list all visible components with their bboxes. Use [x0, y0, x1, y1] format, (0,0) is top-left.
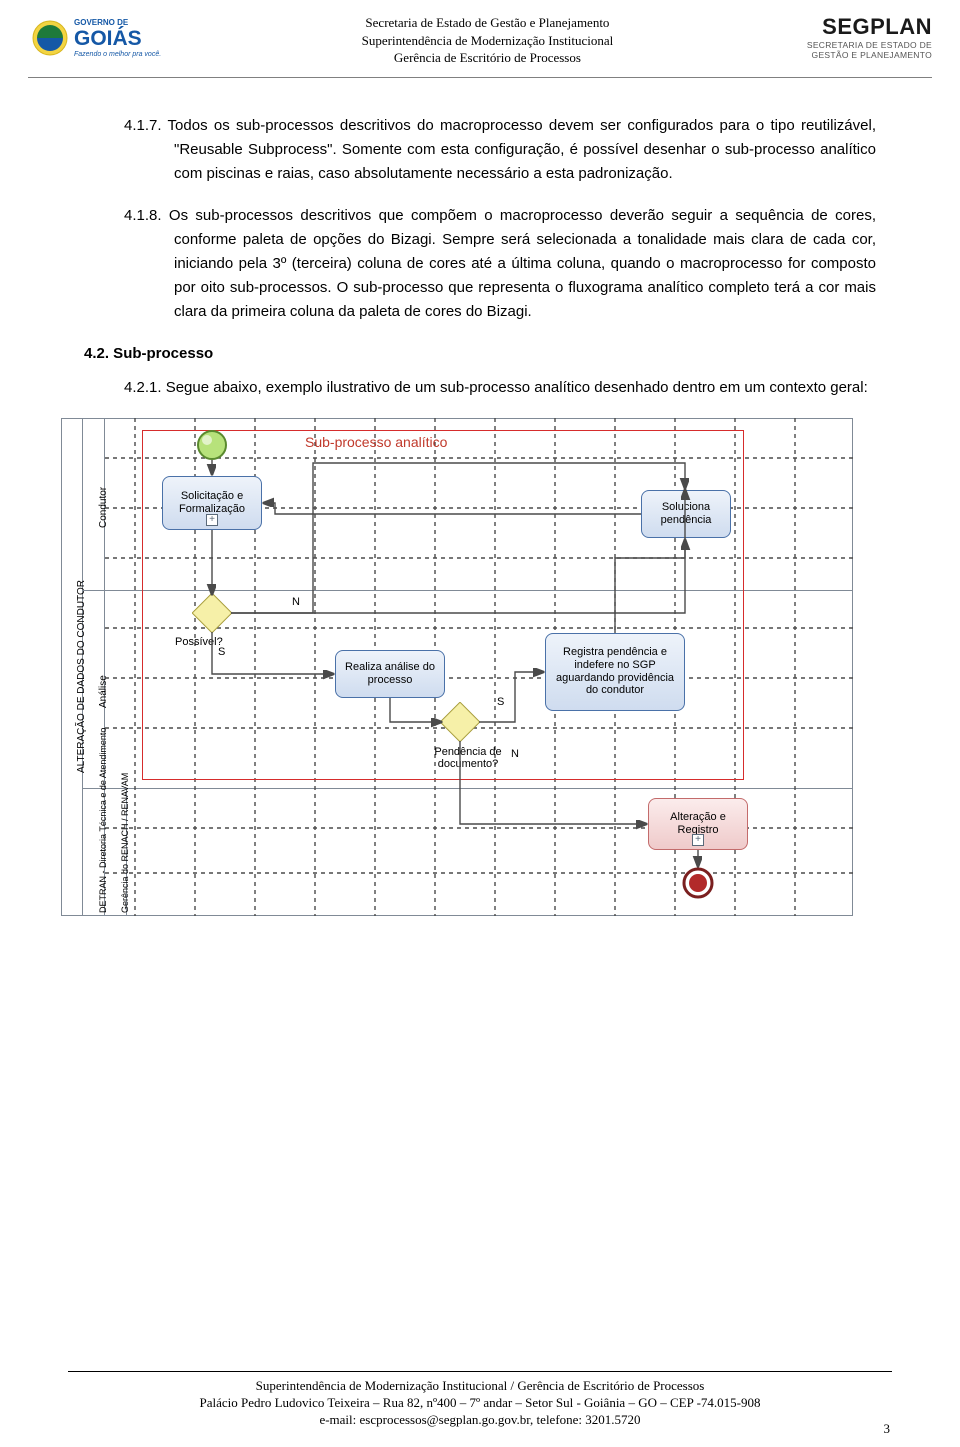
gateway-possivel-icon	[192, 593, 232, 638]
node-registra: Registra pendência e indefere no SGP agu…	[545, 633, 685, 711]
page-number: 3	[884, 1421, 891, 1437]
header-center: Secretaria de Estado de Gestão e Planeja…	[168, 12, 807, 67]
node-label: Registra pendência e indefere no SGP agu…	[552, 646, 678, 697]
logo-top-text: GOVERNO DE	[74, 18, 129, 27]
node-label: Soluciona pendência	[648, 501, 724, 526]
subprocess-marker-icon: +	[206, 514, 218, 526]
edge-label-n: N	[511, 748, 519, 760]
logo-goias-block: GOVERNO DE GOIÁS Fazendo o melhor pra vo…	[28, 12, 168, 62]
para-4-1-8: 4.1.8. Os sub-processos descritivos que …	[84, 204, 876, 324]
gateway-label: Pendência de documento?	[428, 746, 508, 770]
header-line: Secretaria de Estado de Gestão e Planeja…	[168, 14, 807, 32]
node-label: Realiza análise do processo	[342, 661, 438, 686]
edge-label-s: S	[497, 696, 504, 708]
edge-label-n: N	[292, 596, 300, 608]
gateway-pendencia-icon	[440, 702, 480, 747]
bpmn-diagram: ALTERAÇÃO DE DADOS DO CONDUTOR Condutor …	[45, 418, 915, 918]
node-label: Solicitação e Formalização	[169, 490, 255, 515]
header-line: Gerência de Escritório de Processos	[168, 49, 807, 67]
page-header: GOVERNO DE GOIÁS Fazendo o melhor pra vo…	[0, 0, 960, 71]
segplan-sub: SECRETARIA DE ESTADO DE	[807, 41, 932, 50]
analytic-subprocess-label: Sub-processo analítico	[305, 434, 447, 450]
para-4-2-1: 4.2.1. Segue abaixo, exemplo ilustrativo…	[84, 376, 876, 400]
node-altera: Alteração e Registro +	[648, 798, 748, 850]
para-4-1-7: 4.1.7. Todos os sub-processos descritivo…	[84, 114, 876, 186]
start-event-icon	[195, 428, 229, 467]
page-footer: Superintendência de Modernização Institu…	[0, 1371, 960, 1429]
logo-sub-text: Fazendo o melhor pra você.	[74, 51, 161, 58]
node-solicitacao: Solicitação e Formalização +	[162, 476, 262, 530]
segplan-title: SEGPLAN	[807, 14, 932, 40]
header-line: Superintendência de Modernização Institu…	[168, 32, 807, 50]
logo-main-text: GOIÁS	[74, 27, 142, 50]
footer-divider	[68, 1371, 892, 1372]
subprocess-marker-icon: +	[692, 834, 704, 846]
segplan-sub: GESTÃO E PLANEJAMENTO	[807, 51, 932, 60]
document-content: 4.1.7. Todos os sub-processos descritivo…	[0, 78, 960, 400]
footer-line: Palácio Pedro Ludovico Teixeira – Rua 82…	[68, 1395, 892, 1412]
node-analise: Realiza análise do processo	[335, 650, 445, 698]
edge-label-s: S	[218, 646, 225, 658]
node-soluciona: Soluciona pendência	[641, 490, 731, 538]
end-event-icon	[681, 866, 715, 905]
segplan-block: SEGPLAN SECRETARIA DE ESTADO DE GESTÃO E…	[807, 12, 932, 61]
gateway-label: Possível?	[175, 636, 223, 648]
lane2-title: Análise	[98, 675, 109, 708]
node-label: Alteração e Registro	[655, 811, 741, 836]
lane1-title: Condutor	[98, 487, 109, 528]
goias-logo-icon: GOVERNO DE GOIÁS Fazendo o melhor pra vo…	[28, 12, 168, 62]
heading-4-2: 4.2. Sub-processo	[84, 342, 876, 366]
lane3b-title: Gerência do RENACH / RENAVAM	[120, 772, 130, 912]
lane-divider	[83, 788, 853, 789]
footer-line: e-mail: escprocessos@segplan.go.gov.br, …	[68, 1412, 892, 1429]
footer-line: Superintendência de Modernização Institu…	[68, 1378, 892, 1395]
